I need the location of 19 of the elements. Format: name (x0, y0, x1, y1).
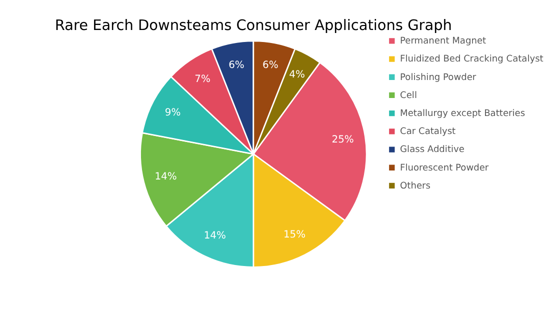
legend-label: Car Catalyst (400, 127, 456, 138)
data-label: 14% (204, 230, 226, 242)
legend-label: Glass Additive (400, 145, 465, 156)
data-label: 7% (194, 74, 210, 85)
legend-label: Permanent Magnet (400, 36, 487, 47)
legend-label: Metallurgy except Batteries (400, 109, 526, 120)
data-label: 6% (228, 60, 244, 71)
data-label: 6% (262, 60, 278, 71)
data-label: 9% (164, 108, 181, 119)
data-label: 4% (289, 69, 305, 80)
legend-label: Polishing Powder (400, 72, 476, 83)
chart-title: Rare Earch Downsteams Consumer Applications Graph (54, 18, 452, 34)
data-label: 14% (154, 171, 177, 182)
legend-label: Others (400, 181, 431, 192)
data-label: 15% (283, 229, 306, 240)
legend-label: Fluidized Bed Cracking Catalyst (400, 54, 544, 65)
legend-label: Fluorescent Powder (400, 163, 489, 174)
data-label: 25% (332, 134, 354, 146)
legend-label: Cell (400, 90, 417, 101)
